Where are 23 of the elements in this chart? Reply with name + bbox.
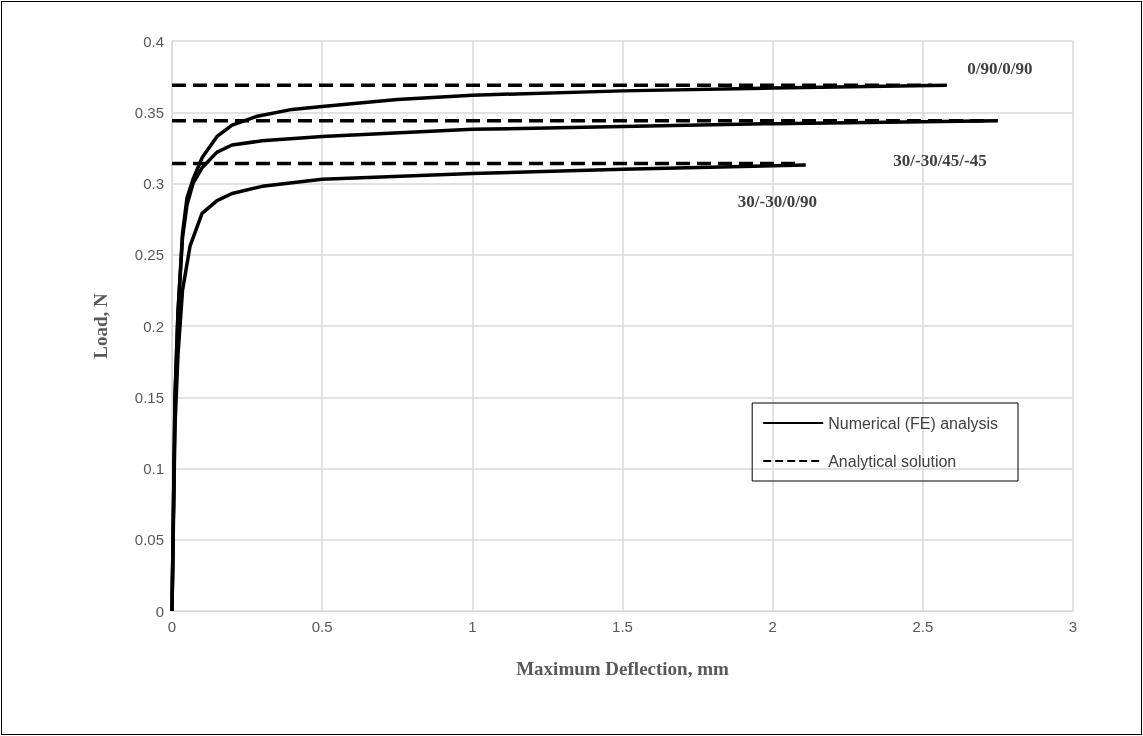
y-tick-label: 0.35 [134, 103, 164, 121]
annotation: 0/90/0/90 [967, 59, 1033, 78]
y-axis-title: Load, N [90, 292, 111, 359]
x-tick-label: 1 [468, 618, 477, 635]
x-tick-label: 0.5 [311, 618, 333, 635]
y-tick-label: 0.15 [134, 388, 164, 406]
y-tick-label: 0.1 [143, 460, 164, 477]
x-tick-label: 2 [768, 618, 777, 635]
annotation: 30/-30/45/-45 [893, 151, 987, 170]
y-tick-label: 0 [155, 602, 164, 620]
legend-label: Analytical solution [828, 452, 957, 470]
legend-label: Numerical (FE) analysis [828, 414, 998, 432]
x-tick-label: 1.5 [612, 618, 633, 635]
x-axis-title: Maximum Deflection, mm [516, 658, 729, 679]
annotation: 30/-30/0/90 [737, 192, 818, 211]
x-tick-label: 0 [167, 618, 177, 635]
y-tick-label: 0.3 [143, 175, 164, 192]
y-tick-label: 0.25 [134, 246, 164, 264]
y-tick-label: 0.2 [143, 317, 164, 335]
x-tick-label: 2.5 [912, 618, 934, 635]
x-tick-label: 3 [1068, 618, 1078, 635]
y-tick-label: 0.05 [134, 531, 164, 549]
y-tick-label: 0.4 [143, 32, 164, 50]
